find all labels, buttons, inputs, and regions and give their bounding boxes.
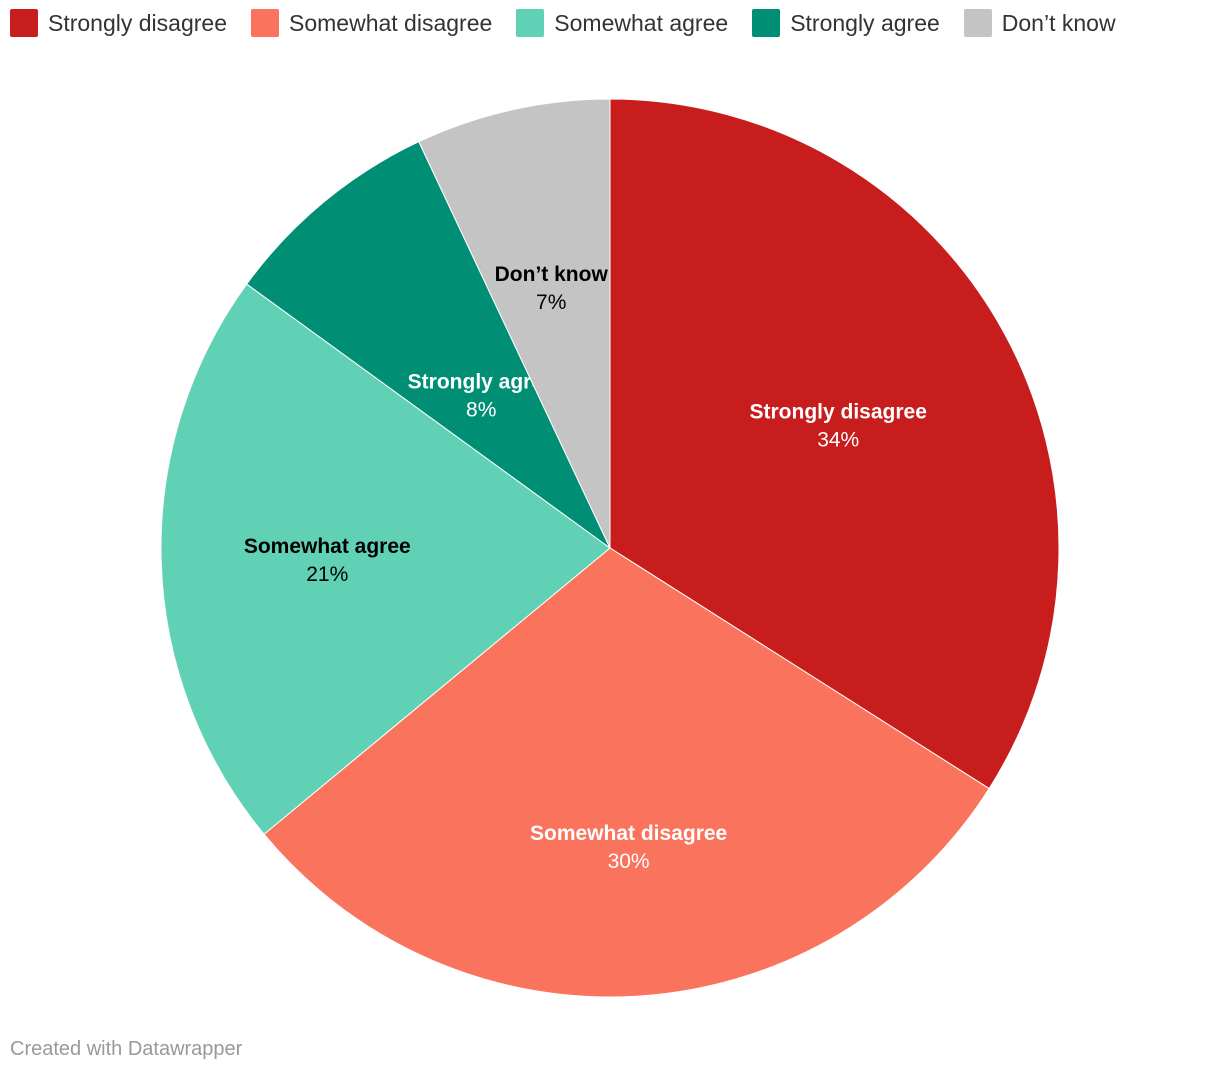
footer-credit: Created with Datawrapper [10,1038,243,1060]
legend-swatch [251,9,279,37]
legend-label: Somewhat disagree [289,9,493,36]
legend-item-somewhat-agree: Somewhat agree [516,9,728,37]
legend-label: Strongly agree [790,9,940,36]
legend-item-strongly-disagree: Strongly disagree [10,9,227,37]
legend-swatch [10,9,38,37]
pie-slice-dont-know [418,98,611,549]
slice-label-strongly-disagree: Strongly disagree [750,401,927,424]
slice-label-somewhat-disagree: Somewhat disagree [530,822,727,845]
slice-value-strongly-agree: 8% [466,398,496,421]
slice-value-dont-know: 7% [536,291,566,314]
slice-value-somewhat-agree: 21% [306,563,348,586]
legend-swatch [752,9,781,37]
pie-slice-strongly-agree [246,141,611,549]
legend-item-strongly-agree: Strongly agree [752,9,940,37]
slice-label-somewhat-agree: Somewhat agree [244,535,411,558]
pie-slice-strongly-disagree [609,98,1060,790]
legend-item-dont-know: Don’t know [963,9,1116,37]
slice-label-dont-know: Don’t know [495,263,609,286]
legend-swatch [963,9,992,37]
pie-slice-somewhat-disagree [263,547,990,998]
slice-value-somewhat-disagree: 30% [608,850,650,873]
pie-slice-somewhat-agree [160,283,611,835]
chart-legend: Strongly disagree Somewhat disagree Some… [10,9,1140,37]
legend-label: Strongly disagree [48,9,227,36]
slice-value-strongly-disagree: 34% [817,429,859,452]
legend-item-somewhat-disagree: Somewhat disagree [251,9,492,37]
slice-label-strongly-agree: Strongly agree [408,370,555,393]
legend-swatch [516,9,545,37]
legend-label: Don’t know [1001,9,1116,36]
legend-label: Somewhat agree [554,9,729,36]
